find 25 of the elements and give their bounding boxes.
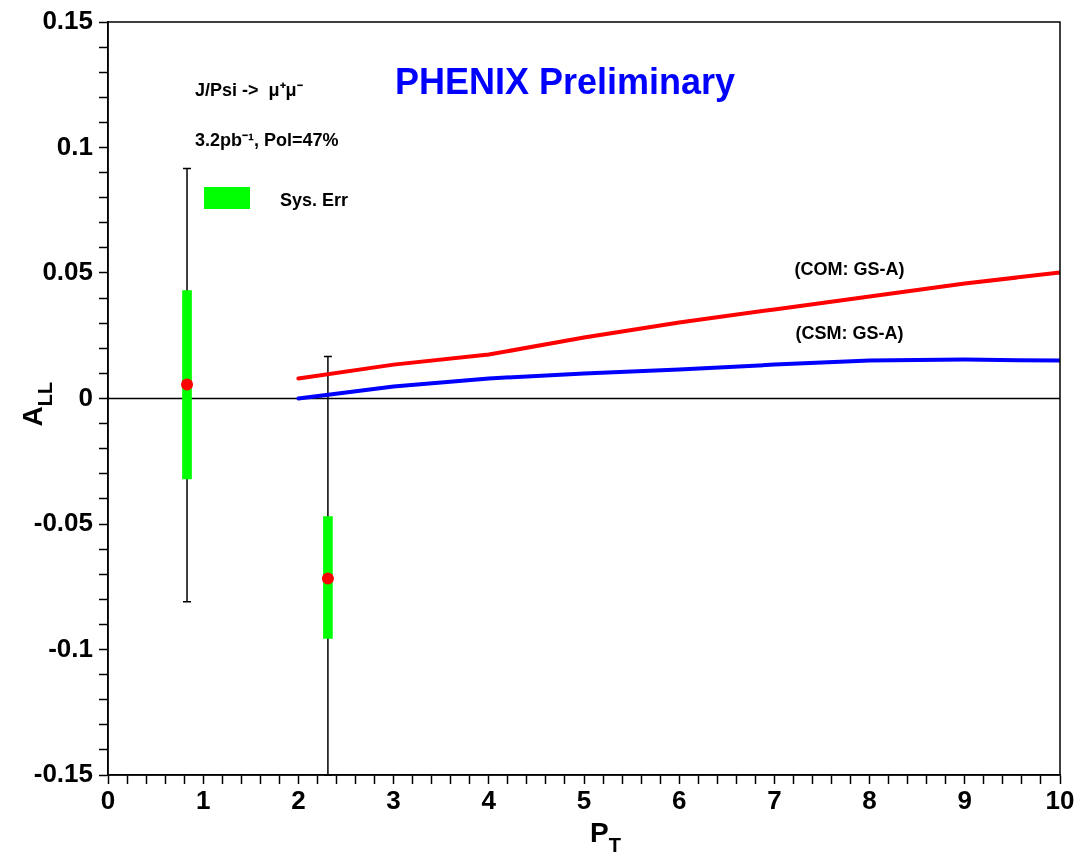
x-tick-label: 3 [386,784,401,815]
y-tick-label: -0.1 [48,632,93,663]
y-tick-label: -0.15 [33,758,93,789]
annotation: 3.2pb⁻¹, Pol=47% [195,130,339,150]
y-tick-label: -0.05 [33,507,93,538]
x-tick-label: 7 [767,784,782,815]
x-tick-label: 6 [671,784,687,815]
y-tick-label: 0.1 [56,130,93,161]
annotation: J/Psi -> μ⁺μ⁻ [195,80,303,100]
x-tick-label: 10 [1045,784,1075,815]
legend-label: Sys. Err [280,190,349,210]
y-tick-label: 0.15 [42,5,93,36]
x-tick-label: 4 [481,784,497,815]
x-tick-label: 9 [957,784,973,815]
annotation: PHENIX Preliminary [395,61,736,102]
x-tick-label: 1 [195,784,211,815]
x-tick-label: 2 [291,784,306,815]
y-axis-title: ALL [17,381,56,427]
x-tick-label: 8 [862,784,877,815]
x-tick-label: 5 [576,784,592,815]
y-tick-label: 0.05 [42,256,93,287]
series-label: (CSM: GS-A) [795,322,904,343]
x-tick-label: 0 [100,784,116,815]
series-label: (COM: GS-A) [794,258,905,279]
y-tick-label: 0 [78,381,93,412]
